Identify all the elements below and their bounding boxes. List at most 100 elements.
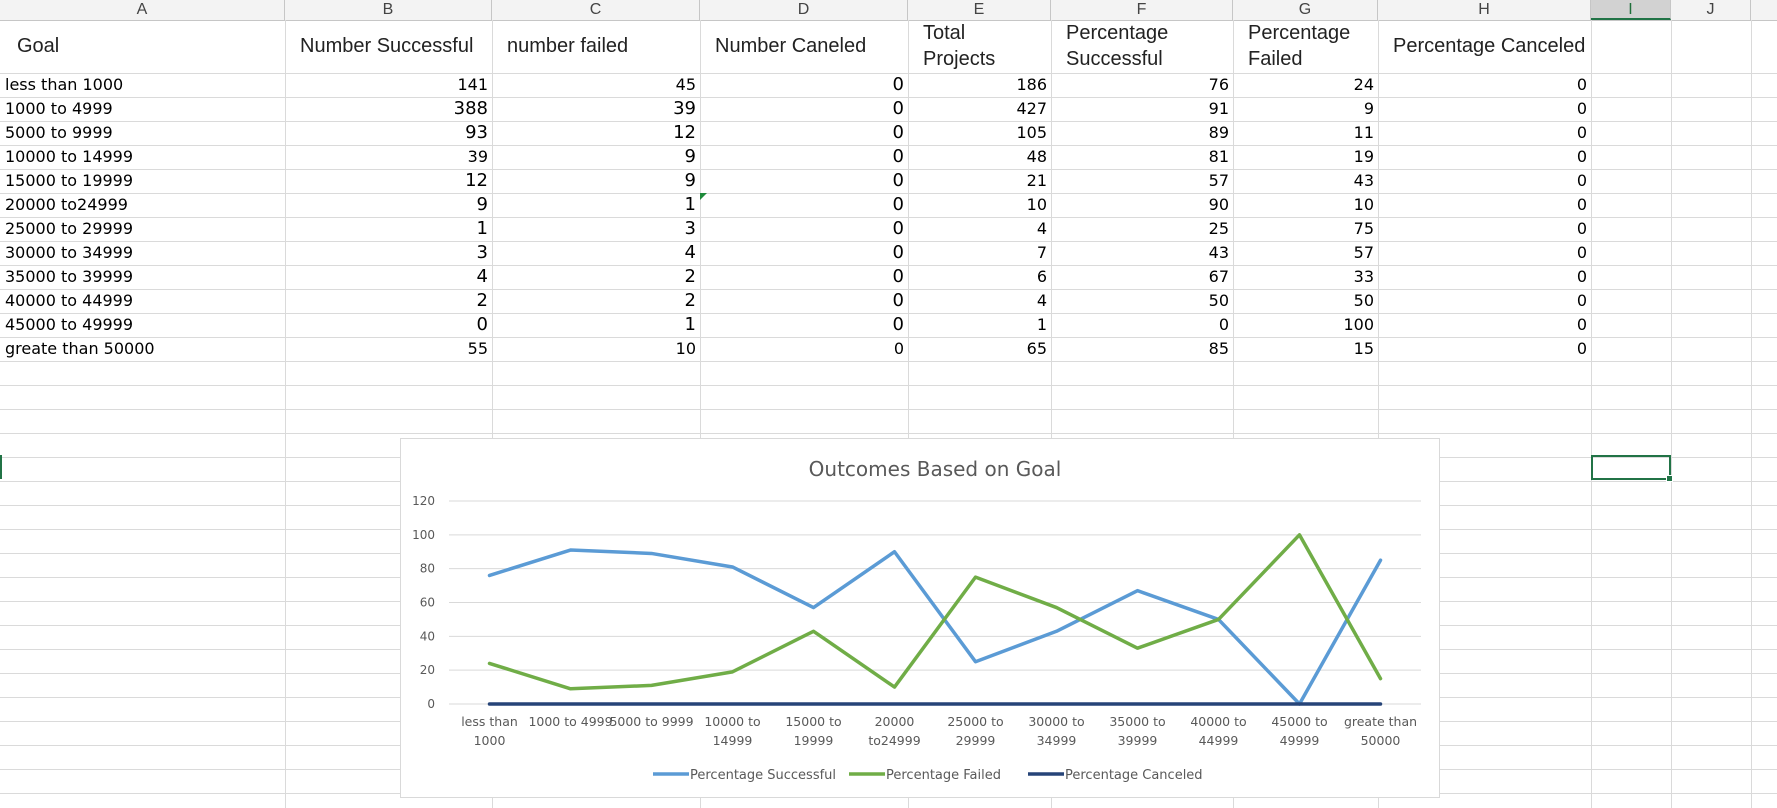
pct-failed-cell[interactable]: 43 <box>1353 171 1374 190</box>
column-header-h[interactable]: H <box>1378 0 1591 20</box>
number-successful-cell[interactable]: 39 <box>467 147 488 166</box>
number-failed-cell[interactable]: 2 <box>684 266 696 287</box>
column-header-g[interactable]: G <box>1233 0 1378 20</box>
total-projects-cell[interactable]: 7 <box>1036 243 1047 262</box>
pct-failed-cell[interactable]: 10 <box>1353 195 1374 214</box>
number-canceled-cell[interactable]: 0 <box>892 290 904 311</box>
pct-canceled-cell[interactable]: 0 <box>1576 339 1587 358</box>
pct-successful-cell[interactable]: 50 <box>1208 291 1229 310</box>
total-projects-cell[interactable]: 10 <box>1026 195 1047 214</box>
pct-canceled-cell[interactable]: 0 <box>1576 147 1587 166</box>
number-canceled-cell[interactable]: 0 <box>892 146 904 167</box>
goal-cell[interactable]: 30000 to 34999 <box>5 243 134 262</box>
goal-cell[interactable]: 45000 to 49999 <box>5 315 134 334</box>
pct-failed-cell[interactable]: 11 <box>1353 123 1374 142</box>
total-projects-cell[interactable]: 186 <box>1016 75 1047 94</box>
number-canceled-cell[interactable]: 0 <box>892 314 904 335</box>
goal-cell[interactable]: greate than 50000 <box>5 339 155 358</box>
number-successful-cell[interactable]: 55 <box>467 339 488 358</box>
total-projects-cell[interactable]: 4 <box>1036 219 1047 238</box>
column-header-b[interactable]: B <box>285 0 492 20</box>
pct-canceled-cell[interactable]: 0 <box>1576 267 1587 286</box>
number-canceled-cell[interactable]: 0 <box>892 266 904 287</box>
header-pct-successful-line2[interactable]: Successful <box>1066 48 1163 70</box>
pct-failed-cell[interactable]: 15 <box>1353 339 1374 358</box>
total-projects-cell[interactable]: 65 <box>1026 339 1047 358</box>
pct-failed-cell[interactable]: 24 <box>1353 75 1374 94</box>
number-failed-cell[interactable]: 9 <box>684 170 696 191</box>
header-total-line2[interactable]: Projects <box>923 48 996 70</box>
goal-cell[interactable]: 25000 to 29999 <box>5 219 134 238</box>
header-pct-failed-line1[interactable]: Percentage <box>1248 22 1351 44</box>
total-projects-cell[interactable]: 6 <box>1036 267 1047 286</box>
column-header-i[interactable]: I <box>1591 0 1671 20</box>
column-header-f[interactable]: F <box>1051 0 1233 20</box>
number-failed-cell[interactable]: 12 <box>673 122 696 143</box>
number-successful-cell[interactable]: 12 <box>465 170 488 191</box>
goal-cell[interactable]: 40000 to 44999 <box>5 291 134 310</box>
number-canceled-cell[interactable]: 0 <box>892 122 904 143</box>
pct-canceled-cell[interactable]: 0 <box>1576 219 1587 238</box>
column-header-j[interactable]: J <box>1671 0 1751 20</box>
number-failed-cell[interactable]: 1 <box>684 194 696 215</box>
line-chart[interactable]: Outcomes Based on Goal 0 20 40 60 80 100 120 les… <box>400 438 1440 798</box>
pct-canceled-cell[interactable]: 0 <box>1576 99 1587 118</box>
number-successful-cell[interactable]: 2 <box>476 290 488 311</box>
pct-canceled-cell[interactable]: 0 <box>1576 195 1587 214</box>
total-projects-cell[interactable]: 21 <box>1026 171 1047 190</box>
goal-cell[interactable]: 35000 to 39999 <box>5 267 134 286</box>
number-failed-cell[interactable]: 9 <box>684 146 696 167</box>
number-successful-cell[interactable]: 1 <box>476 218 488 239</box>
column-header-e[interactable]: E <box>908 0 1051 20</box>
column-header-d[interactable]: D <box>700 0 908 20</box>
number-failed-cell[interactable]: 3 <box>684 218 696 239</box>
pct-canceled-cell[interactable]: 0 <box>1576 243 1587 262</box>
pct-failed-cell[interactable]: 9 <box>1363 99 1374 118</box>
header-pct-canceled[interactable]: Percentage Canceled <box>1393 35 1586 57</box>
header-number-successful[interactable]: Number Successful <box>300 35 474 57</box>
header-pct-failed-line2[interactable]: Failed <box>1248 48 1303 70</box>
pct-successful-cell[interactable]: 43 <box>1208 243 1229 262</box>
pct-successful-cell[interactable]: 85 <box>1208 339 1229 358</box>
number-canceled-cell[interactable]: 0 <box>892 218 904 239</box>
pct-successful-cell[interactable]: 89 <box>1208 123 1229 142</box>
column-header-a[interactable]: A <box>0 0 285 20</box>
number-canceled-cell[interactable]: 0 <box>892 170 904 191</box>
number-failed-cell[interactable]: 10 <box>675 339 696 358</box>
fill-handle[interactable] <box>1666 475 1673 482</box>
number-canceled-cell[interactable]: 0 <box>892 194 904 215</box>
pct-successful-cell[interactable]: 0 <box>1218 315 1229 334</box>
pct-successful-cell[interactable]: 67 <box>1208 267 1229 286</box>
number-successful-cell[interactable]: 388 <box>453 98 488 119</box>
number-failed-cell[interactable]: 4 <box>684 242 696 263</box>
number-canceled-cell[interactable]: 0 <box>893 339 904 358</box>
number-failed-cell[interactable]: 2 <box>684 290 696 311</box>
number-successful-cell[interactable]: 141 <box>457 75 488 94</box>
pct-failed-cell[interactable]: 100 <box>1343 315 1374 334</box>
total-projects-cell[interactable]: 427 <box>1016 99 1047 118</box>
number-canceled-cell[interactable]: 0 <box>892 74 904 95</box>
header-number-canceled[interactable]: Number Caneled <box>715 35 867 57</box>
number-failed-cell[interactable]: 45 <box>675 75 696 94</box>
pct-successful-cell[interactable]: 81 <box>1208 147 1229 166</box>
total-projects-cell[interactable]: 48 <box>1026 147 1047 166</box>
goal-cell[interactable]: 1000 to 4999 <box>5 99 113 118</box>
total-projects-cell[interactable]: 1 <box>1036 315 1047 334</box>
number-failed-cell[interactable]: 1 <box>684 314 696 335</box>
total-projects-cell[interactable]: 4 <box>1036 291 1047 310</box>
pct-failed-cell[interactable]: 75 <box>1353 219 1374 238</box>
pct-failed-cell[interactable]: 50 <box>1353 291 1374 310</box>
pct-successful-cell[interactable]: 76 <box>1208 75 1229 94</box>
pct-canceled-cell[interactable]: 0 <box>1576 75 1587 94</box>
number-successful-cell[interactable]: 0 <box>476 314 488 335</box>
goal-cell[interactable]: less than 1000 <box>5 75 124 94</box>
number-canceled-cell[interactable]: 0 <box>892 98 904 119</box>
pct-successful-cell[interactable]: 90 <box>1208 195 1229 214</box>
pct-canceled-cell[interactable]: 0 <box>1576 123 1587 142</box>
total-projects-cell[interactable]: 105 <box>1016 123 1047 142</box>
header-total-line1[interactable]: Total <box>923 22 966 44</box>
number-successful-cell[interactable]: 9 <box>476 194 488 215</box>
goal-cell[interactable]: 15000 to 19999 <box>5 171 134 190</box>
active-cell-selection[interactable] <box>1591 455 1673 482</box>
header-goal[interactable]: Goal <box>17 35 60 57</box>
